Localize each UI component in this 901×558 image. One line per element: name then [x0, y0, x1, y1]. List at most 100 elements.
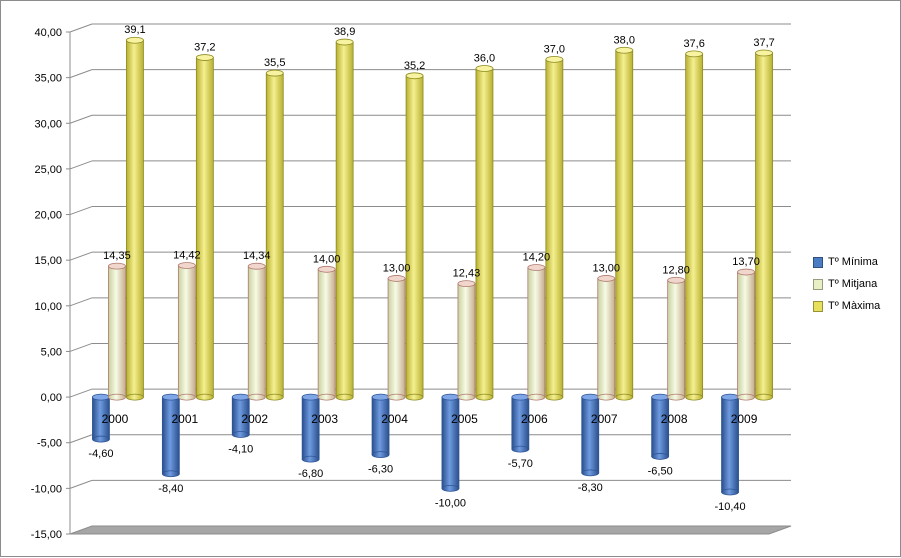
bar-tmitjana-2005 — [457, 280, 476, 401]
data-label: 39,1 — [124, 24, 145, 36]
bar-tmnima-2008 — [651, 393, 670, 460]
bar-tmitjana-2002 — [247, 262, 266, 401]
bar-tmnima-2005 — [441, 393, 460, 492]
data-label: 36,0 — [474, 53, 495, 65]
data-label: -5,70 — [508, 458, 533, 470]
bar-tmxima-2007 — [615, 46, 634, 401]
data-label: 37,7 — [753, 37, 774, 49]
data-label: -8,30 — [578, 482, 603, 494]
data-label: 35,2 — [404, 60, 425, 72]
bar-tmitjana-2001 — [177, 262, 196, 401]
bar-tmxima-2009 — [755, 49, 773, 401]
data-label: -4,60 — [88, 448, 113, 460]
data-label: 13,00 — [592, 262, 620, 274]
data-label: 14,20 — [523, 251, 551, 263]
gridline-diagonal — [69, 434, 93, 444]
data-label: 38,0 — [614, 34, 635, 46]
y-tick-label: 20,00 — [34, 210, 62, 222]
bar-tmxima-2005 — [475, 65, 494, 401]
gridline-diagonal — [69, 114, 93, 124]
data-label: -4,10 — [228, 444, 253, 456]
data-label: -8,40 — [158, 483, 183, 495]
bar-tmnima-2003 — [301, 393, 320, 463]
x-category-label: 2001 — [171, 412, 198, 426]
data-label: 37,6 — [683, 38, 704, 50]
data-label: 14,42 — [173, 249, 201, 261]
chart-legend: Tº Mínima Tº Mitjana Tº Màxima — [813, 251, 880, 317]
bar-tmitjana-2004 — [387, 275, 406, 401]
bar-tmxima-2000 — [126, 36, 144, 401]
bar-tmitjana-2007 — [597, 275, 616, 401]
data-label: 38,9 — [334, 26, 355, 38]
data-label: 37,2 — [194, 42, 215, 54]
gridline-diagonal — [69, 479, 93, 489]
y-tick-label: 25,00 — [34, 164, 62, 176]
data-label: 37,0 — [544, 43, 565, 55]
bar-tmxima-2008 — [685, 50, 704, 401]
data-label: -10,40 — [714, 501, 745, 513]
y-tick-label: 0,00 — [41, 392, 62, 404]
bar-tmnima-2001 — [161, 393, 180, 478]
legend-swatch — [813, 256, 823, 268]
bar-tmxima-2002 — [265, 69, 284, 401]
y-tick-label: 10,00 — [34, 301, 62, 313]
gridline-diagonal — [69, 251, 93, 261]
data-label: 35,5 — [264, 57, 285, 69]
bar-tmnima-2004 — [371, 393, 390, 458]
gridline-diagonal — [69, 23, 93, 33]
x-category-label: 2003 — [311, 412, 338, 426]
chart-floor — [69, 525, 792, 535]
data-label: -10,00 — [435, 497, 466, 509]
x-category-label: 2007 — [591, 412, 618, 426]
gridline-diagonal — [69, 342, 93, 352]
y-tick-label: -15,00 — [31, 529, 62, 541]
x-category-label: 2004 — [381, 412, 408, 426]
legend-swatch — [813, 300, 823, 312]
data-label: 14,00 — [313, 253, 341, 265]
x-category-label: 2005 — [451, 412, 478, 426]
data-label: 14,34 — [243, 250, 271, 262]
x-category-label: 2002 — [241, 412, 268, 426]
y-tick-label: 15,00 — [34, 255, 62, 267]
y-tick-label: 35,00 — [34, 73, 62, 85]
data-label: -6,30 — [368, 464, 393, 476]
bar-tmnima-2007 — [581, 393, 600, 477]
gridline-diagonal — [69, 69, 93, 79]
gridline-diagonal — [69, 206, 93, 216]
bar-tmxima-2004 — [405, 72, 424, 401]
bar-tmitjana-2006 — [527, 264, 546, 401]
bar-tmnima-2002 — [231, 393, 250, 438]
y-tick-label: -5,00 — [37, 438, 62, 450]
bar-tmitjana-2009 — [737, 268, 755, 401]
x-category-label: 2006 — [521, 412, 548, 426]
y-tick-label: 5,00 — [41, 346, 62, 358]
data-label: -6,50 — [648, 465, 673, 477]
data-label: 14,35 — [103, 250, 131, 262]
data-label: 13,70 — [732, 256, 760, 268]
legend-item: Tº Màxima — [813, 295, 880, 317]
y-tick-label: 40,00 — [34, 27, 62, 39]
bar-tmnima-2000 — [92, 393, 110, 443]
data-label: 12,80 — [662, 264, 690, 276]
x-category-label: 2000 — [102, 412, 129, 426]
data-label: 12,43 — [453, 268, 481, 280]
bar-tmitjana-2003 — [317, 265, 336, 401]
gridline-diagonal — [69, 388, 93, 398]
bar-tmxima-2001 — [195, 54, 214, 401]
legend-label: Tº Màxima — [828, 300, 881, 312]
legend-label: Tº Mitjana — [828, 278, 878, 290]
gridline-diagonal — [69, 160, 93, 170]
legend-swatch — [813, 278, 823, 290]
data-label: 13,00 — [383, 262, 411, 274]
gridline-diagonal — [69, 297, 93, 307]
data-label: -6,80 — [298, 468, 323, 480]
x-category-label: 2009 — [731, 412, 758, 426]
x-category-label: 2008 — [661, 412, 688, 426]
bar-tmnima-2006 — [511, 393, 530, 453]
legend-item: Tº Mitjana — [813, 273, 880, 295]
legend-label: Tº Mínima — [828, 256, 878, 268]
bar-tmitjana-2000 — [108, 262, 126, 401]
bar-tmxima-2003 — [335, 38, 354, 401]
